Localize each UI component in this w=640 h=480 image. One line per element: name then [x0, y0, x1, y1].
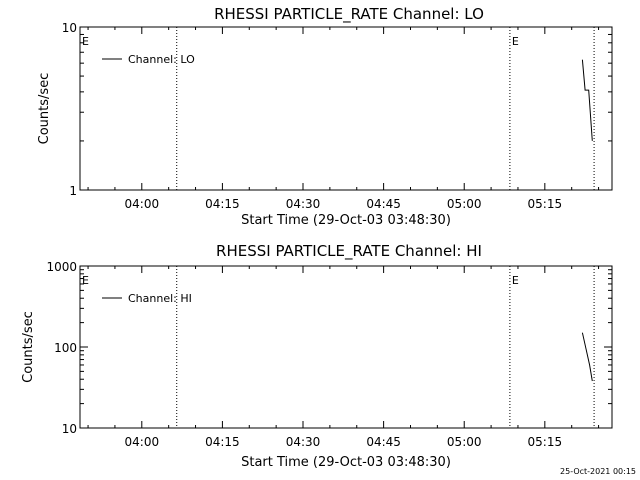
x-tick-label: 04:30	[286, 435, 321, 449]
legend-label: Channel: LO	[128, 53, 195, 66]
x-tick-label: 04:15	[205, 435, 240, 449]
x-tick-label: 05:15	[528, 435, 563, 449]
x-axis-label: Start Time (29-Oct-03 03:48:30)	[241, 213, 451, 228]
data-series	[581, 59, 593, 141]
legend-label: Channel: HI	[128, 292, 192, 305]
plot-frame	[79, 26, 613, 191]
chart-title: RHESSI PARTICLE_RATE Channel: HI	[216, 242, 482, 261]
x-tick-label: 04:30	[286, 197, 321, 211]
y-tick-label: 1000	[46, 260, 77, 274]
x-tick-label: 04:00	[125, 435, 160, 449]
x-tick-label: 05:00	[447, 435, 482, 449]
axis-ticks: 04:00 04:15 04:30 04:45 05:00 05:15 1 10	[62, 21, 612, 211]
axis-ticks: 04:00 04:15 04:30 04:45 05:00 05:15 10 100 1000	[46, 260, 612, 449]
y-tick-label: 100	[54, 341, 77, 355]
event-marker-label: E	[82, 274, 89, 287]
event-marker-label: E	[82, 35, 89, 48]
legend: Channel: HI	[102, 292, 192, 305]
y-axis-label: Counts/sec	[21, 311, 36, 383]
event-marker-label: E	[512, 35, 519, 48]
y-axis-label: Counts/sec	[37, 73, 52, 145]
x-tick-label: 05:15	[528, 197, 563, 211]
x-tick-label: 04:15	[205, 197, 240, 211]
x-tick-label: 04:00	[125, 197, 160, 211]
x-tick-label: 04:45	[366, 435, 401, 449]
footer-timestamp: 25-Oct-2021 00:15	[560, 467, 636, 476]
series-line	[581, 332, 593, 382]
chart-title: RHESSI PARTICLE_RATE Channel: LO	[214, 5, 484, 24]
series-line	[581, 59, 593, 141]
y-tick-label: 10	[62, 422, 77, 436]
panel-lo: RHESSI PARTICLE_RATE Channel: LO Counts/…	[37, 5, 613, 228]
data-series	[581, 332, 593, 382]
y-tick-label: 10	[62, 21, 77, 35]
x-tick-label: 04:45	[366, 197, 401, 211]
legend: Channel: LO	[102, 53, 195, 66]
panel-hi: RHESSI PARTICLE_RATE Channel: HI Counts/…	[21, 242, 613, 470]
x-tick-label: 05:00	[447, 197, 482, 211]
x-axis-label: Start Time (29-Oct-03 03:48:30)	[241, 455, 451, 470]
event-marker-label: E	[512, 274, 519, 287]
plot-frame	[79, 265, 613, 429]
y-tick-label: 1	[69, 184, 77, 198]
